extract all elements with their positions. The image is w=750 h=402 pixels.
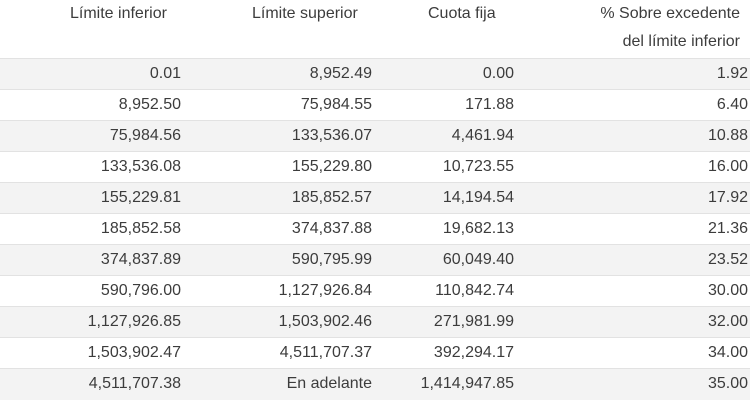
- cell-lower-limit: 8,952.50: [0, 89, 190, 121]
- cell-upper-limit: 75,984.55: [190, 89, 382, 121]
- cell-percent-excess: 1.92: [523, 58, 750, 90]
- cell-lower-limit: 590,796.00: [0, 275, 190, 307]
- cell-fixed-fee: 19,682.13: [382, 213, 523, 245]
- header-percent-excess-line2: del límite inferior: [622, 33, 740, 50]
- cell-fixed-fee: 110,842.74: [382, 275, 523, 307]
- cell-lower-limit: 75,984.56: [0, 120, 190, 152]
- cell-fixed-fee: 4,461.94: [382, 120, 523, 152]
- header-lower-limit: Límite inferior: [0, 0, 190, 59]
- cell-lower-limit: 185,852.58: [0, 213, 190, 245]
- cell-upper-limit: 4,511,707.37: [190, 337, 382, 369]
- table-body: 0.01 8,952.49 0.00 1.92 8,952.50 75,984.55 171…: [0, 58, 750, 400]
- table-row: 1,127,926.85 1,503,902.46 271,981.99 32.00: [0, 306, 750, 338]
- cell-lower-limit: 133,536.08: [0, 151, 190, 183]
- header-fixed-fee-label: Cuota fija: [428, 5, 496, 22]
- cell-percent-excess: 23.52: [523, 244, 750, 276]
- header-upper-limit: Límite superior: [190, 0, 382, 59]
- cell-fixed-fee: 0.00: [382, 58, 523, 90]
- cell-lower-limit: 1,127,926.85: [0, 306, 190, 338]
- table-row: 75,984.56 133,536.07 4,461.94 10.88: [0, 120, 750, 152]
- table-row: 0.01 8,952.49 0.00 1.92: [0, 58, 750, 90]
- cell-percent-excess: 34.00: [523, 337, 750, 369]
- cell-lower-limit: 0.01: [0, 58, 190, 90]
- cell-percent-excess: 16.00: [523, 151, 750, 183]
- table-row: 185,852.58 374,837.88 19,682.13 21.36: [0, 213, 750, 245]
- cell-upper-limit: 590,795.99: [190, 244, 382, 276]
- cell-percent-excess: 6.40: [523, 89, 750, 121]
- cell-percent-excess: 35.00: [523, 368, 750, 400]
- table-row: 155,229.81 185,852.57 14,194.54 17.92: [0, 182, 750, 214]
- cell-percent-excess: 21.36: [523, 213, 750, 245]
- table-row: 374,837.89 590,795.99 60,049.40 23.52: [0, 244, 750, 276]
- cell-lower-limit: 1,503,902.47: [0, 337, 190, 369]
- header-row: Límite inferior Límite superior Cuota fi…: [0, 0, 750, 59]
- cell-percent-excess: 30.00: [523, 275, 750, 307]
- cell-fixed-fee: 392,294.17: [382, 337, 523, 369]
- cell-fixed-fee: 171.88: [382, 89, 523, 121]
- cell-percent-excess: 10.88: [523, 120, 750, 152]
- cell-lower-limit: 155,229.81: [0, 182, 190, 214]
- header-percent-excess: % Sobre excedente del límite inferior: [523, 0, 750, 59]
- cell-percent-excess: 32.00: [523, 306, 750, 338]
- cell-upper-limit: 8,952.49: [190, 58, 382, 90]
- cell-lower-limit: 374,837.89: [0, 244, 190, 276]
- header-lower-limit-label: Límite inferior: [70, 5, 167, 22]
- cell-upper-limit: 1,503,902.46: [190, 306, 382, 338]
- table-row: 133,536.08 155,229.80 10,723.55 16.00: [0, 151, 750, 183]
- cell-upper-limit: 1,127,926.84: [190, 275, 382, 307]
- table-header: Límite inferior Límite superior Cuota fi…: [0, 0, 750, 59]
- cell-upper-limit: 185,852.57: [190, 182, 382, 214]
- table-row: 4,511,707.38 En adelante 1,414,947.85 35.00: [0, 368, 750, 400]
- cell-percent-excess: 17.92: [523, 182, 750, 214]
- header-percent-excess-line1: % Sobre excedente: [600, 5, 740, 22]
- header-upper-limit-label: Límite superior: [252, 5, 358, 22]
- table-row: 1,503,902.47 4,511,707.37 392,294.17 34.00: [0, 337, 750, 369]
- cell-lower-limit: 4,511,707.38: [0, 368, 190, 400]
- cell-upper-limit: 155,229.80: [190, 151, 382, 183]
- cell-fixed-fee: 1,414,947.85: [382, 368, 523, 400]
- cell-fixed-fee: 10,723.55: [382, 151, 523, 183]
- cell-fixed-fee: 60,049.40: [382, 244, 523, 276]
- header-fixed-fee: Cuota fija: [382, 0, 523, 59]
- cell-fixed-fee: 14,194.54: [382, 182, 523, 214]
- table-row: 8,952.50 75,984.55 171.88 6.40: [0, 89, 750, 121]
- cell-upper-limit: 374,837.88: [190, 213, 382, 245]
- cell-fixed-fee: 271,981.99: [382, 306, 523, 338]
- cell-upper-limit: En adelante: [190, 368, 382, 400]
- table-row: 590,796.00 1,127,926.84 110,842.74 30.00: [0, 275, 750, 307]
- cell-upper-limit: 133,536.07: [190, 120, 382, 152]
